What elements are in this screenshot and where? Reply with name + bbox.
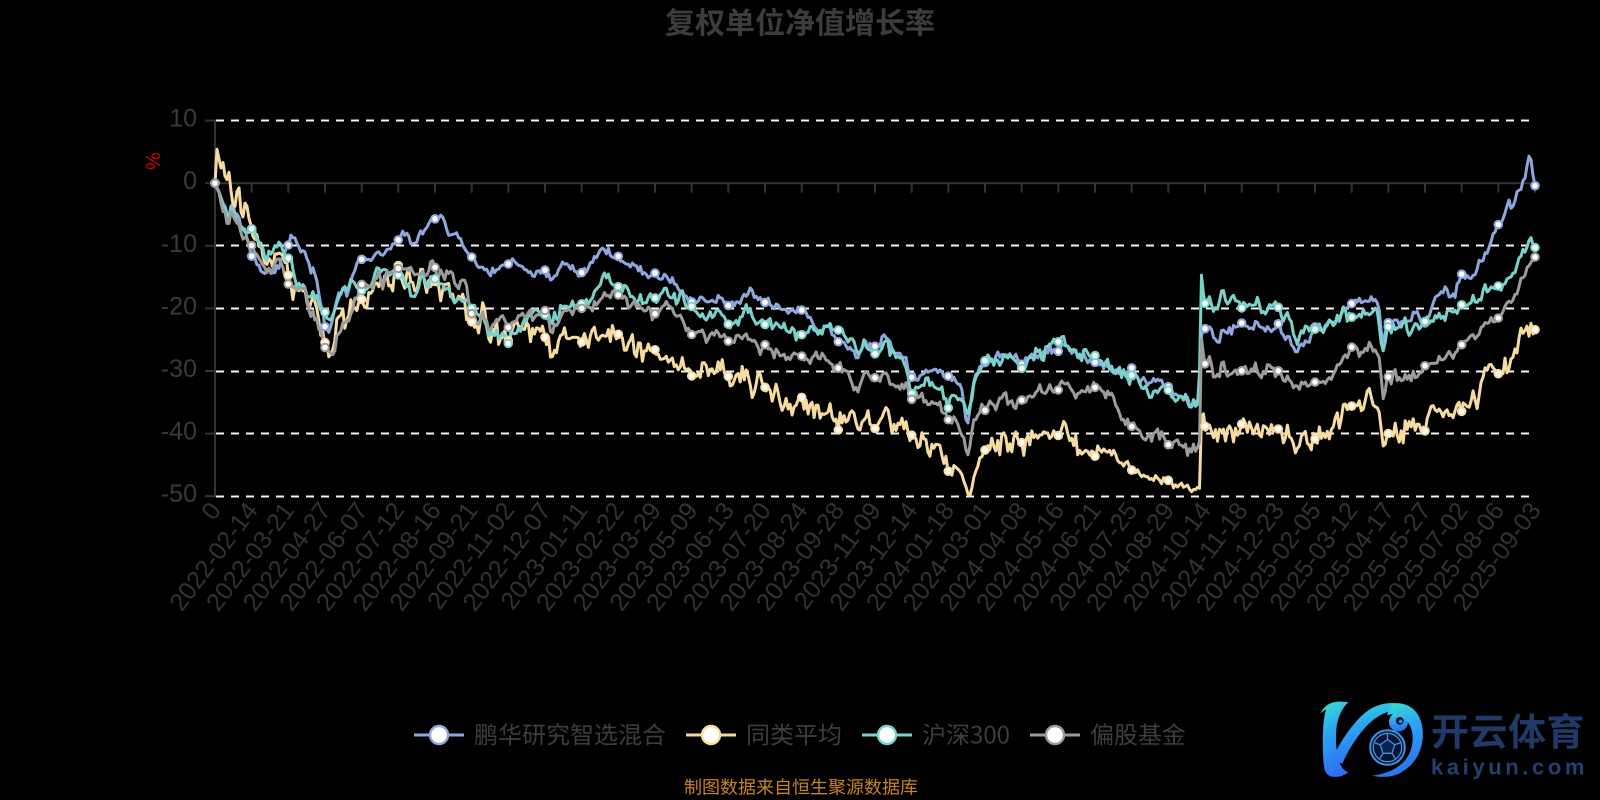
svg-text:-50: -50 — [161, 480, 197, 508]
svg-text:-20: -20 — [161, 292, 197, 320]
svg-text:kaiyun.com: kaiyun.com — [1431, 755, 1588, 780]
svg-text:-30: -30 — [161, 355, 197, 383]
svg-text:-40: -40 — [161, 418, 197, 446]
svg-text:0: 0 — [183, 167, 197, 195]
svg-text:-10: -10 — [161, 230, 197, 258]
svg-text:%: % — [141, 152, 163, 170]
svg-text:10: 10 — [169, 105, 197, 133]
